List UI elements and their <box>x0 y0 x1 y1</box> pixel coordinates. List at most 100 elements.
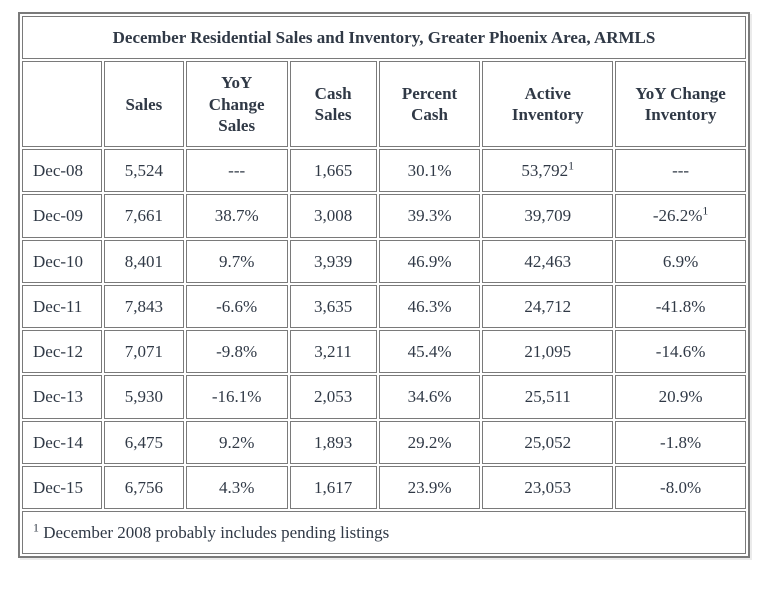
cell-pct_cash: 29.2% <box>379 421 481 464</box>
cell-pct_cash: 30.1% <box>379 149 481 192</box>
cell-period: Dec-12 <box>22 330 102 373</box>
cell-value: 3,211 <box>314 342 352 361</box>
table-row: Dec-08 5,524 --- 1,665 30.1% 53,7921 --- <box>22 149 746 192</box>
cell-yoy_inv: 20.9% <box>615 375 746 418</box>
cell-period: Dec-13 <box>22 375 102 418</box>
cell-yoy_sales: -6.6% <box>186 285 288 328</box>
cell-value: Dec-12 <box>33 342 83 361</box>
cell-sales: 5,930 <box>104 375 184 418</box>
cell-value: -26.2% <box>653 206 703 225</box>
cell-value: 46.9% <box>408 252 452 271</box>
table-footnote: 1 December 2008 probably includes pendin… <box>22 511 746 554</box>
cell-value: 5,930 <box>125 387 163 406</box>
col-head-sales: Sales <box>104 61 184 147</box>
cell-sales: 7,661 <box>104 194 184 237</box>
col-head-pct_cash: Percent Cash <box>379 61 481 147</box>
cell-value: 6,756 <box>125 478 163 497</box>
cell-cash_sales: 1,617 <box>290 466 377 509</box>
cell-value: -9.8% <box>216 342 257 361</box>
cell-sales: 7,843 <box>104 285 184 328</box>
cell-pct_cash: 46.3% <box>379 285 481 328</box>
cell-period: Dec-08 <box>22 149 102 192</box>
cell-value: 7,843 <box>125 297 163 316</box>
cell-active_inv: 25,052 <box>482 421 613 464</box>
table-body: Dec-085,524---1,66530.1%53,7921---Dec-09… <box>22 149 746 509</box>
cell-yoy_inv: -14.6% <box>615 330 746 373</box>
cell-value: 38.7% <box>215 206 259 225</box>
cell-value: 39.3% <box>408 206 452 225</box>
cell-active_inv: 24,712 <box>482 285 613 328</box>
cell-yoy_inv: -41.8% <box>615 285 746 328</box>
cell-value: 9.2% <box>219 433 254 452</box>
cell-pct_cash: 34.6% <box>379 375 481 418</box>
cell-yoy_inv: -8.0% <box>615 466 746 509</box>
table-header-row: SalesYoY Change SalesCash SalesPercent C… <box>22 61 746 147</box>
cell-value: 4.3% <box>219 478 254 497</box>
cell-cash_sales: 3,939 <box>290 240 377 283</box>
cell-cash_sales: 1,665 <box>290 149 377 192</box>
cell-cash_sales: 1,893 <box>290 421 377 464</box>
cell-active_inv: 39,709 <box>482 194 613 237</box>
cell-active_inv: 21,095 <box>482 330 613 373</box>
cell-value: 7,661 <box>125 206 163 225</box>
cell-sales: 6,756 <box>104 466 184 509</box>
cell-active_inv: 23,053 <box>482 466 613 509</box>
cell-cash_sales: 3,635 <box>290 285 377 328</box>
cell-sales: 8,401 <box>104 240 184 283</box>
cell-yoy_inv: -1.8% <box>615 421 746 464</box>
cell-cash_sales: 3,008 <box>290 194 377 237</box>
cell-pct_cash: 46.9% <box>379 240 481 283</box>
cell-value: 2,053 <box>314 387 352 406</box>
cell-active_inv: 42,463 <box>482 240 613 283</box>
cell-value: Dec-09 <box>33 206 83 225</box>
cell-value: --- <box>228 161 245 180</box>
cell-value: 5,524 <box>125 161 163 180</box>
sales-inventory-table: December Residential Sales and Inventory… <box>18 12 750 558</box>
cell-yoy_sales: -9.8% <box>186 330 288 373</box>
cell-period: Dec-10 <box>22 240 102 283</box>
col-head-cash_sales: Cash Sales <box>290 61 377 147</box>
cell-value: 24,712 <box>524 297 571 316</box>
cell-value: 1,665 <box>314 161 352 180</box>
cell-value: 25,511 <box>525 387 571 406</box>
table-row: Dec-10 8,401 9.7% 3,939 46.9% 42,463 6.9% <box>22 240 746 283</box>
cell-value: Dec-14 <box>33 433 83 452</box>
cell-value: 25,052 <box>524 433 571 452</box>
cell-active_inv: 53,7921 <box>482 149 613 192</box>
cell-pct_cash: 23.9% <box>379 466 481 509</box>
cell-sales: 5,524 <box>104 149 184 192</box>
col-head-active_inv: Active Inventory <box>482 61 613 147</box>
cell-value: Dec-15 <box>33 478 83 497</box>
cell-value: 1,617 <box>314 478 352 497</box>
cell-value: 9.7% <box>219 252 254 271</box>
cell-value: 3,008 <box>314 206 352 225</box>
cell-yoy_sales: 9.2% <box>186 421 288 464</box>
cell-active_inv: 25,511 <box>482 375 613 418</box>
cell-pct_cash: 45.4% <box>379 330 481 373</box>
cell-value: Dec-13 <box>33 387 83 406</box>
cell-cash_sales: 3,211 <box>290 330 377 373</box>
cell-value: 23.9% <box>408 478 452 497</box>
cell-value: Dec-10 <box>33 252 83 271</box>
cell-value: Dec-11 <box>33 297 82 316</box>
cell-period: Dec-14 <box>22 421 102 464</box>
cell-pct_cash: 39.3% <box>379 194 481 237</box>
cell-value: --- <box>672 161 689 180</box>
cell-value: 53,792 <box>521 161 568 180</box>
cell-yoy_sales: -16.1% <box>186 375 288 418</box>
cell-value: -14.6% <box>656 342 706 361</box>
cell-yoy_sales: 38.7% <box>186 194 288 237</box>
cell-value: 21,095 <box>524 342 571 361</box>
cell-value: 7,071 <box>125 342 163 361</box>
cell-yoy_inv: -26.2%1 <box>615 194 746 237</box>
col-head-period <box>22 61 102 147</box>
cell-value: Dec-08 <box>33 161 83 180</box>
cell-sup: 1 <box>702 204 708 218</box>
table-row: Dec-146,4759.2%1,89329.2%25,052-1.8% <box>22 421 746 464</box>
cell-yoy_sales: 4.3% <box>186 466 288 509</box>
cell-value: 30.1% <box>408 161 452 180</box>
cell-value: 42,463 <box>524 252 571 271</box>
cell-value: 6.9% <box>663 252 698 271</box>
cell-value: 8,401 <box>125 252 163 271</box>
cell-value: 1,893 <box>314 433 352 452</box>
